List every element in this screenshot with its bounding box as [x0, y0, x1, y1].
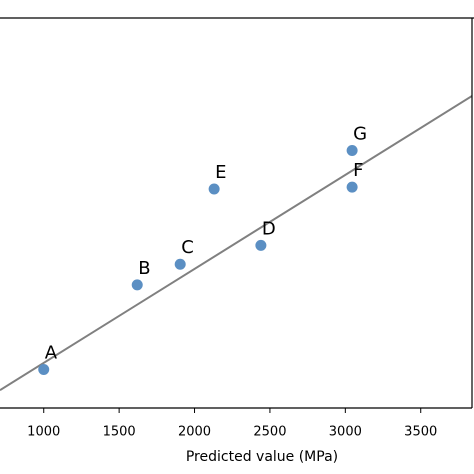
point-label: A [45, 342, 58, 363]
x-tick-label: 2000 [178, 425, 211, 440]
x-tick-label: 3500 [404, 425, 437, 440]
x-tick-label: 1000 [27, 425, 60, 440]
point [174, 258, 186, 270]
x-tick-label: 2500 [253, 425, 286, 440]
point [38, 363, 50, 375]
plot-area [0, 95, 472, 391]
point-label: D [262, 218, 276, 239]
point-label: G [353, 124, 367, 145]
point [208, 183, 220, 195]
point-label: C [181, 237, 194, 258]
point [346, 181, 358, 193]
point [346, 145, 358, 157]
point-label: F [353, 160, 363, 181]
x-axis-label: Predicted value (MPa) [186, 449, 338, 465]
point [131, 279, 143, 291]
point-label: B [138, 258, 150, 279]
point [255, 239, 267, 251]
x-tick-label: 3000 [329, 425, 362, 440]
reference-line [0, 95, 472, 391]
point-label: E [215, 162, 226, 183]
x-tick-label: 1500 [103, 425, 136, 440]
